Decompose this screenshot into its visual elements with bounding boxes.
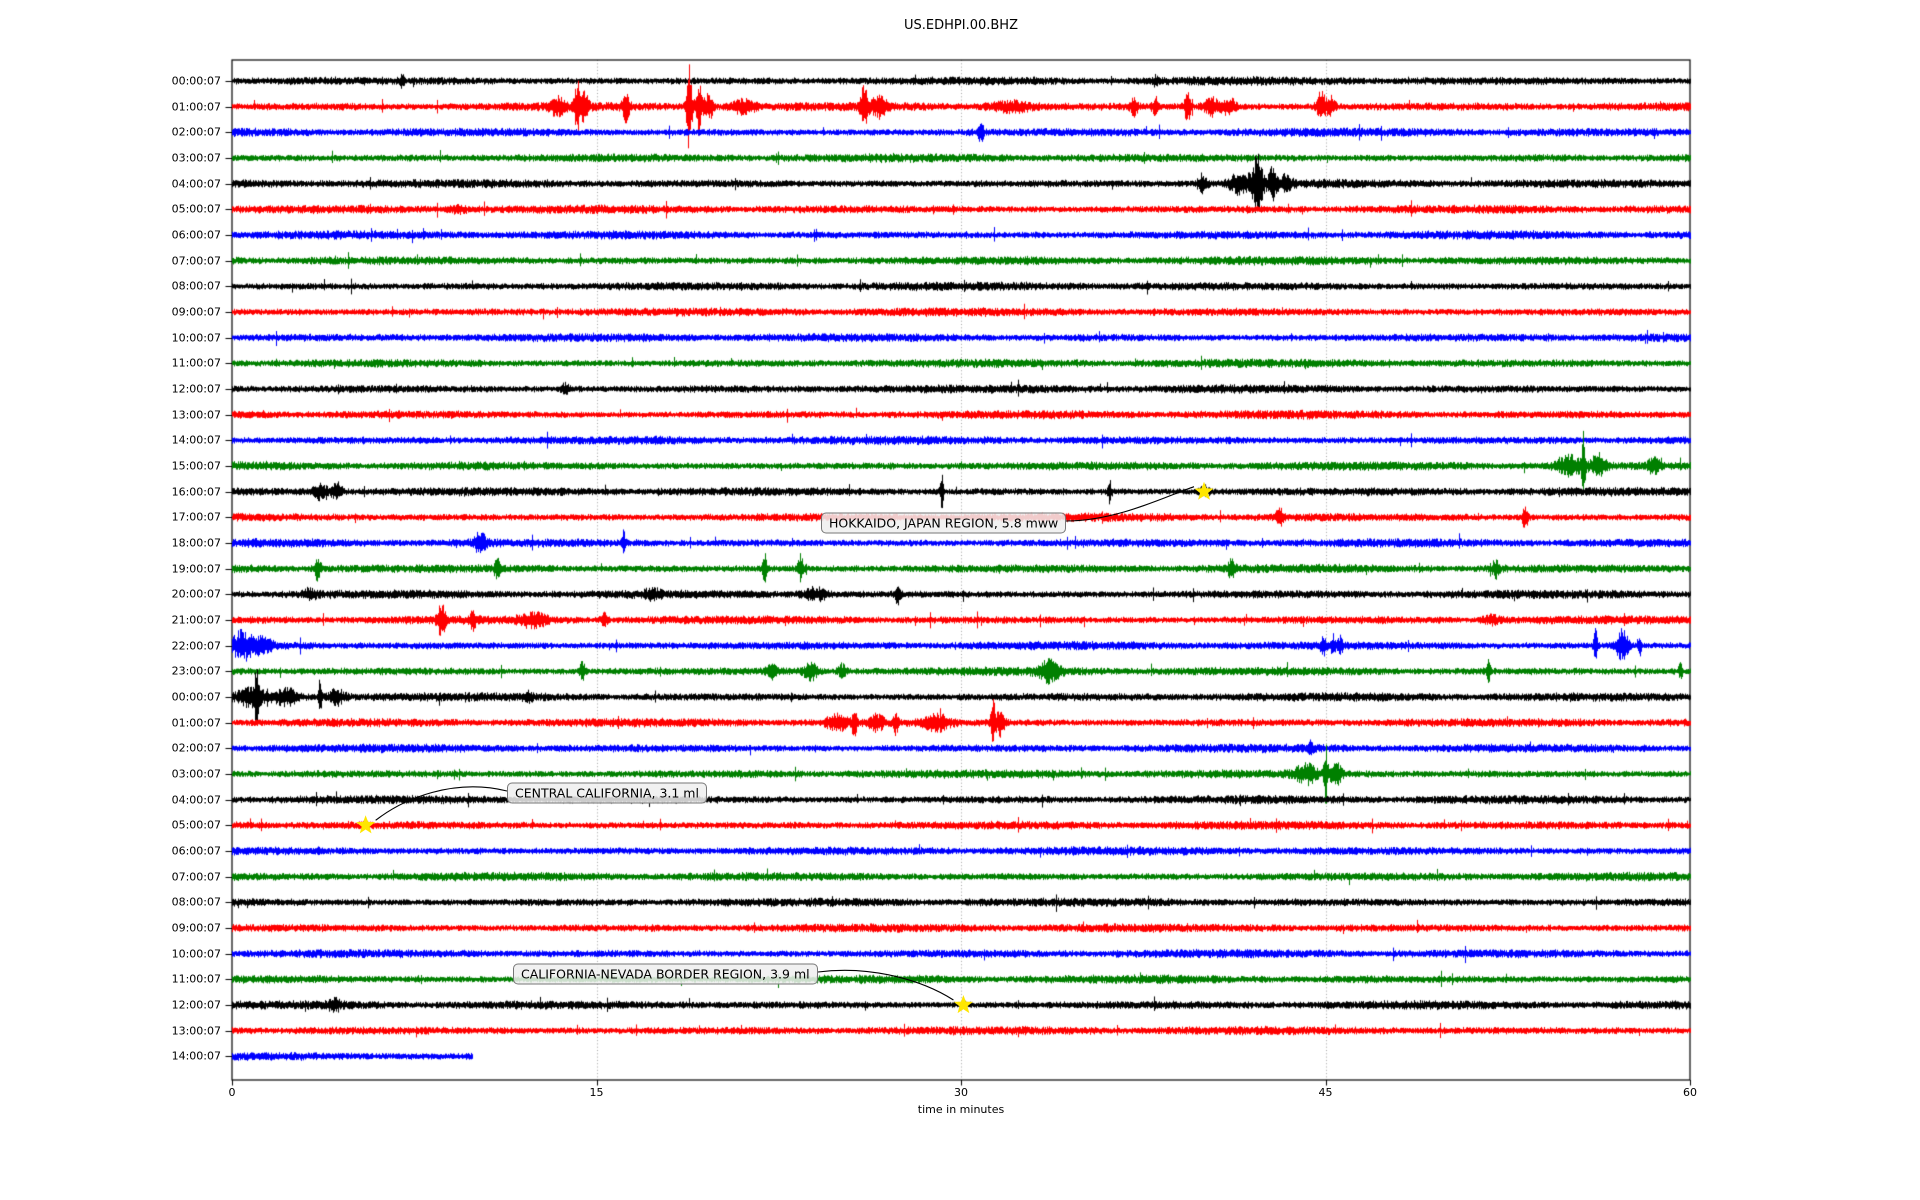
x-tick-label-30: 30: [954, 1086, 968, 1099]
row-label-29: 05:00:07: [171, 818, 221, 832]
row-label-1: 01:00:07: [171, 100, 221, 114]
row-label-27: 03:00:07: [171, 767, 221, 781]
row-label-23: 23:00:07: [171, 664, 221, 678]
row-label-9: 09:00:07: [171, 305, 221, 319]
event-label-box-1: CENTRAL CALIFORNIA, 3.1 ml: [507, 782, 707, 804]
x-tick-label-15: 15: [589, 1086, 604, 1099]
row-label-34: 10:00:07: [171, 947, 221, 961]
row-label-5: 05:00:07: [171, 202, 221, 216]
x-tick-label-0: 0: [228, 1086, 236, 1099]
row-label-11: 11:00:07: [171, 356, 221, 370]
row-label-26: 02:00:07: [171, 741, 221, 755]
row-label-0: 00:00:07: [171, 74, 221, 88]
row-label-3: 03:00:07: [171, 151, 221, 165]
row-label-8: 08:00:07: [171, 279, 221, 293]
x-tick-label-60: 60: [1683, 1086, 1697, 1099]
row-label-33: 09:00:07: [171, 921, 221, 935]
row-label-31: 07:00:07: [171, 870, 221, 884]
row-label-16: 16:00:07: [171, 485, 221, 499]
row-label-4: 04:00:07: [171, 177, 221, 191]
row-label-2: 02:00:07: [171, 125, 221, 139]
row-label-18: 18:00:07: [171, 536, 221, 550]
row-label-35: 11:00:07: [171, 972, 221, 986]
row-label-14: 14:00:07: [171, 433, 221, 447]
row-label-17: 17:00:07: [171, 510, 221, 524]
row-label-20: 20:00:07: [171, 587, 221, 601]
page-title: US.EDHPI.00.BHZ: [904, 18, 1018, 33]
row-label-24: 00:00:07: [171, 690, 221, 704]
row-label-22: 22:00:07: [171, 639, 221, 653]
row-label-37: 13:00:07: [171, 1024, 221, 1038]
row-label-19: 19:00:07: [171, 562, 221, 576]
event-label-box-2: CALIFORNIA-NEVADA BORDER REGION, 3.9 ml: [513, 963, 818, 985]
row-label-15: 15:00:07: [171, 459, 221, 473]
row-label-32: 08:00:07: [171, 895, 221, 909]
x-axis-label: time in minutes: [917, 1103, 1005, 1116]
row-label-28: 04:00:07: [171, 793, 221, 807]
row-label-21: 21:00:07: [171, 613, 221, 627]
row-label-38: 14:00:07: [171, 1049, 221, 1063]
row-label-25: 01:00:07: [171, 716, 221, 730]
x-tick-label-45: 45: [1318, 1086, 1333, 1099]
row-label-10: 10:00:07: [171, 331, 221, 345]
row-label-13: 13:00:07: [171, 408, 221, 422]
row-label-30: 06:00:07: [171, 844, 221, 858]
row-label-6: 06:00:07: [171, 228, 221, 242]
row-label-7: 07:00:07: [171, 254, 221, 268]
event-label-box-0: HOKKAIDO, JAPAN REGION, 5.8 mww: [821, 512, 1067, 534]
row-label-12: 12:00:07: [171, 382, 221, 396]
row-label-36: 12:00:07: [171, 998, 221, 1012]
